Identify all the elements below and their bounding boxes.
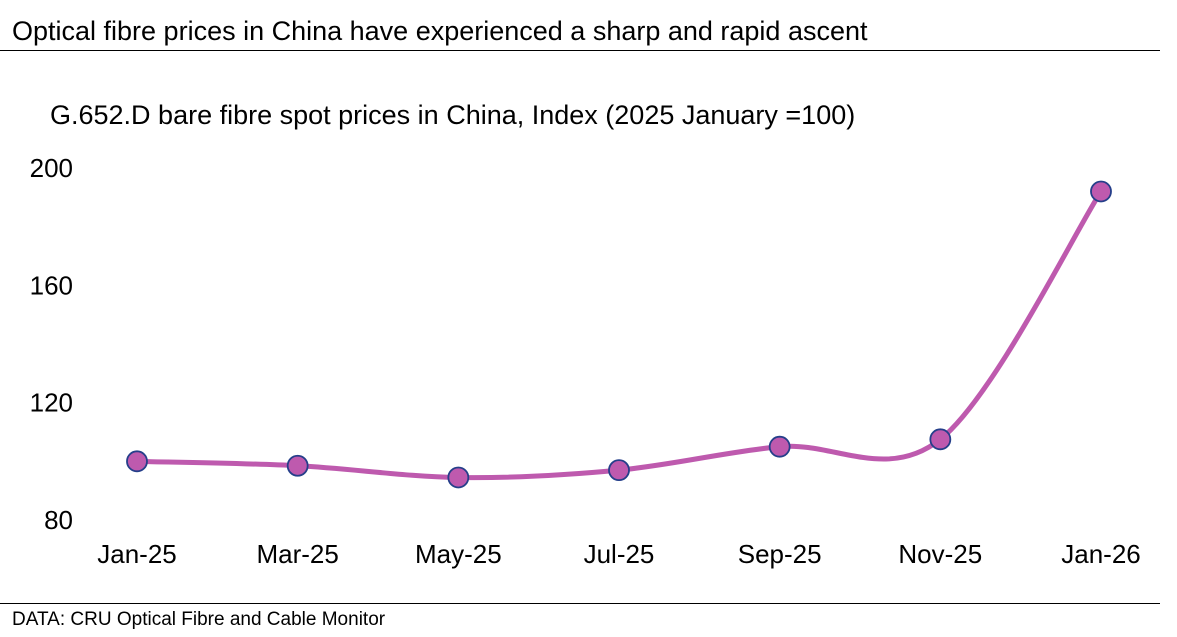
footer-divider <box>0 603 1160 604</box>
data-point-sep-25 <box>768 435 791 458</box>
data-point-may-25 <box>447 466 470 489</box>
data-point-jul-25 <box>608 459 630 482</box>
y-tick-label: 80 <box>44 505 73 535</box>
data-markers <box>126 180 1112 489</box>
page-title: Optical fibre prices in China have exper… <box>12 16 868 46</box>
x-tick-label: Nov-25 <box>898 539 982 569</box>
x-tick-label: Jan-26 <box>1061 539 1141 569</box>
x-tick-label: Sep-25 <box>738 539 822 569</box>
y-tick-label: 120 <box>30 388 73 418</box>
y-axis: 80 120 160 200 <box>30 153 73 535</box>
x-tick-label: Jul-25 <box>584 539 655 569</box>
data-point-mar-25 <box>286 454 309 477</box>
data-point-jan-26 <box>1090 180 1112 203</box>
source-note: DATA: CRU Optical Fibre and Cable Monito… <box>12 609 386 630</box>
line-chart: G.652.D bare fibre spot prices in China,… <box>30 100 1141 569</box>
series-line <box>134 188 1104 481</box>
x-tick-label: Mar-25 <box>256 539 338 569</box>
data-point-jan-25 <box>126 450 148 473</box>
x-tick-label: Jan-25 <box>97 539 177 569</box>
data-point-nov-25 <box>929 428 952 451</box>
x-axis: Jan-25 Mar-25 May-25 Jul-25 Sep-25 Nov-25 Jan-… <box>97 539 1141 569</box>
x-tick-label: May-25 <box>415 539 502 569</box>
y-tick-label: 160 <box>30 270 73 300</box>
header-divider <box>0 50 1160 51</box>
y-tick-label: 200 <box>30 153 73 183</box>
chart-subtitle: G.652.D bare fibre spot prices in China,… <box>50 100 855 130</box>
